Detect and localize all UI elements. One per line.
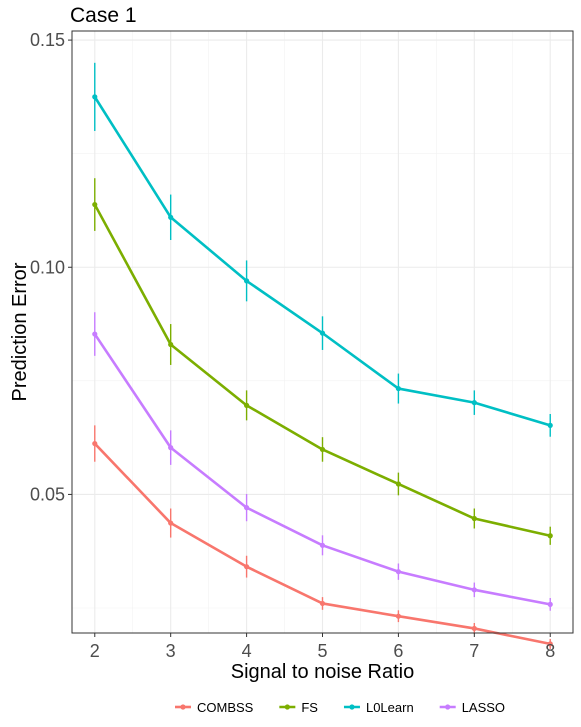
data-point [92,440,98,447]
series-l0learn [92,62,553,437]
legend-item-fs: FS [279,700,318,715]
legend-label: LASSO [462,700,505,715]
data-point [395,481,402,487]
data-point [395,385,402,392]
series-fs [92,178,553,545]
data-point [168,341,174,348]
data-point [168,445,174,451]
y-tick-label: 0.15 [30,30,65,50]
legend-key-point [180,704,186,710]
data-point [395,569,402,575]
data-point [471,587,477,593]
legend-label: L0Learn [366,700,414,715]
legend: COMBSS FS L0Learn LASSO [175,700,505,715]
x-tick-label: 4 [242,641,252,661]
series-lasso [92,312,553,611]
legend-key-point [349,704,355,710]
y-tick-label: 0.05 [30,484,65,504]
data-point [547,601,553,607]
data-point [319,600,326,607]
x-axis-title: Signal to noise Ratio [231,661,414,683]
legend-item-l0learn: L0Learn [343,700,414,715]
data-point [471,625,477,632]
data-point [92,331,98,337]
data-point [92,201,98,208]
legend-key-point [284,704,290,710]
y-tick-label: 0.10 [30,257,65,277]
data-point [92,94,98,100]
data-point [243,564,250,570]
series-combss [92,425,553,649]
legend-item-lasso: LASSO [439,700,505,715]
axes: 2 3 4 5 6 7 8 0.05 0.10 0.15 [30,30,555,661]
legend-label: COMBSS [197,700,254,715]
x-tick-label: 7 [469,641,479,661]
data-point [243,278,250,284]
data-point [319,446,326,453]
data-point [168,214,174,220]
legend-item-combss: COMBSS [175,700,254,715]
data-point [319,542,326,548]
data-point [547,641,553,647]
data-point [471,400,477,406]
data-point [395,613,402,619]
data-point [547,533,553,539]
x-tick-label: 5 [317,641,327,661]
x-tick-label: 8 [545,641,555,661]
series-layer [92,62,553,649]
data-point [471,515,477,522]
y-axis-title: Prediction Error [9,262,31,401]
data-point [243,402,250,408]
data-point [319,330,326,336]
legend-label: FS [301,700,318,715]
data-point [547,422,553,428]
x-tick-label: 2 [90,641,100,661]
chart-title: Case 1 [70,4,137,27]
x-tick-label: 6 [393,641,403,661]
legend-key-point [445,704,451,710]
x-tick-label: 3 [166,641,176,661]
data-point [243,505,250,511]
data-point [168,520,174,526]
